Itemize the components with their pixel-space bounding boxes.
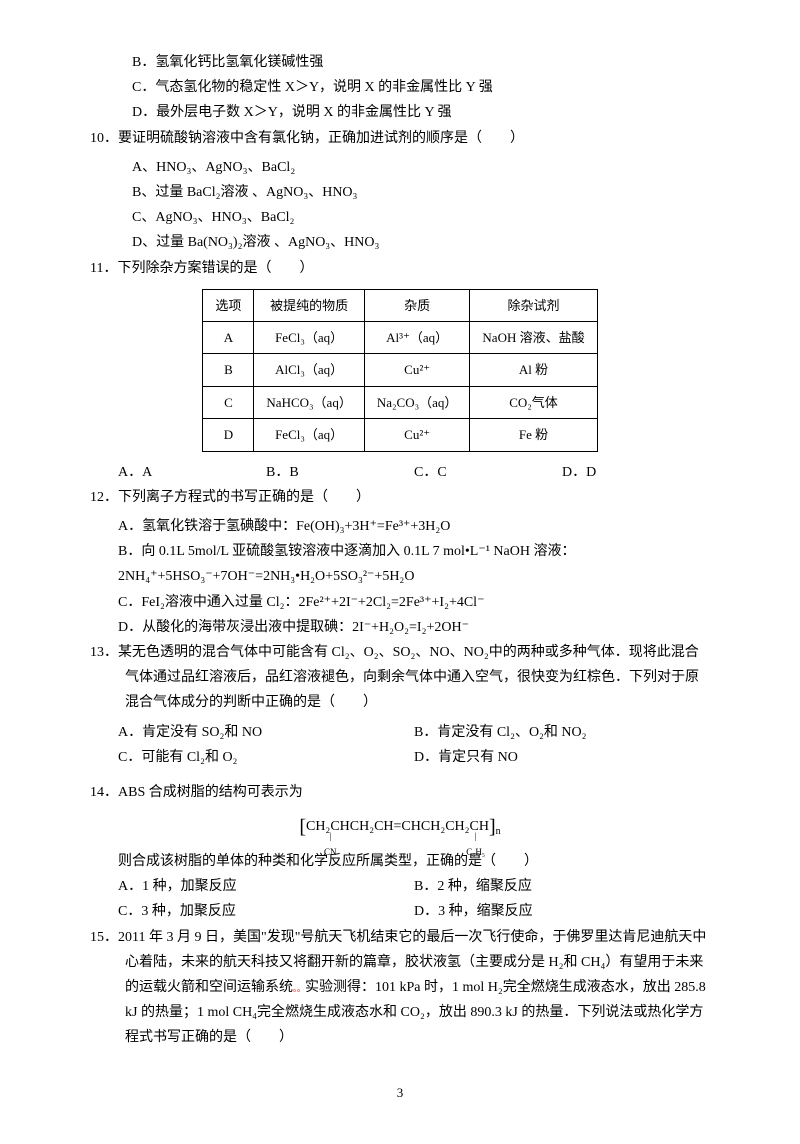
table-cell: Fe 粉 (470, 419, 597, 451)
q11-stem: 11．下列除杂方案错误的是（ ） (90, 256, 710, 281)
q9-option-b: B．氢氧化钙比氢氧化镁碱性强 (90, 50, 710, 75)
table-cell: NaHCO₃（aq） (254, 386, 364, 418)
q13-option-b: B．肯定没有 Cl₂、O₂和 NO₂ (414, 720, 710, 745)
q15-stem: 15．2011 年 3 月 9 日，美国"发现"号航天飞机结束它的最后一次飞行使… (90, 925, 710, 1051)
q12-option-c: C．FeI₂溶液中通入过量 Cl₂：2Fe²⁺+2I⁻+2Cl₂=2Fe³⁺+I… (90, 590, 710, 615)
table-cell: CO₂气体 (470, 386, 597, 418)
table-cell: Al 粉 (470, 354, 597, 386)
q11-th-1: 被提纯的物质 (254, 289, 364, 321)
q14-stem: 14．ABS 合成树脂的结构可表示为 (90, 780, 710, 805)
q11-options: A．A B．B C．C D．D (90, 460, 710, 485)
q14-option-b: B．2 种，缩聚反应 (414, 874, 710, 899)
q14-after: 则合成该树脂的单体的种类和化学反应所属类型，正确的是（ ） (90, 849, 710, 874)
q13-option-a: A．肯定没有 SO₂和 NO (118, 720, 414, 745)
page-number: 3 (90, 1081, 710, 1104)
q11-option-b: B．B (266, 460, 414, 485)
q11-th-3: 除杂试剂 (470, 289, 597, 321)
q9-option-c: C．气态氢化物的稳定性 X＞Y，说明 X 的非金属性比 Y 强 (90, 75, 710, 100)
q14-options-row2: C．3 种，加聚反应 D．3 种，缩聚反应 (90, 899, 710, 924)
q13-option-c: C．可能有 Cl₂和 O₂ (118, 745, 414, 770)
table-cell: Al³⁺（aq） (364, 322, 470, 354)
q14-option-c: C．3 种，加聚反应 (118, 899, 414, 924)
q11-option-d: D．D (562, 460, 710, 485)
q11-th-0: 选项 (203, 289, 254, 321)
q11-table: 选项 被提纯的物质 杂质 除杂试剂 A FeCl₃（aq） Al³⁺（aq） N… (202, 289, 597, 452)
table-cell: FeCl₃（aq） (254, 322, 364, 354)
table-cell: Na₂CO₃（aq） (364, 386, 470, 418)
table-cell: C (203, 386, 254, 418)
q10-option-b: B、过量 BaCl₂溶液 、AgNO₃、HNO₃ (90, 180, 710, 205)
q10-option-d: D、过量 Ba(NO₃)₂溶液 、AgNO₃、HNO₃ (90, 230, 710, 255)
q12-option-b-line1: B．向 0.1L 5mol/L 亚硫酸氢铵溶液中逐滴加入 0.1L 7 mol•… (90, 539, 710, 564)
q13-options-row1: A．肯定没有 SO₂和 NO B．肯定没有 Cl₂、O₂和 NO₂ (90, 720, 710, 745)
q11-th-2: 杂质 (364, 289, 470, 321)
q13-options-row2: C．可能有 Cl₂和 O₂ D．肯定只有 NO (90, 745, 710, 770)
q14-option-d: D．3 种，缩聚反应 (414, 899, 710, 924)
q11-option-c: C．C (414, 460, 562, 485)
table-cell: D (203, 419, 254, 451)
table-cell: B (203, 354, 254, 386)
q10-option-a: A、HNO₃、AgNO₃、BaCl₂ (90, 155, 710, 180)
q14-formula: [ CH₂CHCH₂CH=CHCH₂CH₂CH |CN |C₆H₅ ]n (90, 809, 710, 845)
table-cell: Cu²⁺ (364, 419, 470, 451)
q12-option-a: A．氢氧化铁溶于氢碘酸中：Fe(OH)₃+3H⁺=Fe³⁺+3H₂O (90, 514, 710, 539)
table-cell: A (203, 322, 254, 354)
q12-stem: 12．下列离子方程式的书写正确的是（ ） (90, 485, 710, 510)
q13-stem: 13．某无色透明的混合气体中可能含有 Cl₂、O₂、SO₂、NO、NO₂中的两种… (90, 640, 710, 716)
q14-options-row1: A．1 种，加聚反应 B．2 种，缩聚反应 (90, 874, 710, 899)
q10-option-c: C、AgNO₃、HNO₃、BaCl₂ (90, 205, 710, 230)
q10-stem: 10．要证明硫酸钠溶液中含有氯化钠，正确加进试剂的顺序是（ ） (90, 126, 710, 151)
table-cell: Cu²⁺ (364, 354, 470, 386)
table-cell: AlCl₃（aq） (254, 354, 364, 386)
table-cell: FeCl₃（aq） (254, 419, 364, 451)
table-cell: NaOH 溶液、盐酸 (470, 322, 597, 354)
q11-option-a: A．A (118, 460, 266, 485)
q13-option-d: D．肯定只有 NO (414, 745, 710, 770)
q12-option-d: D．从酸化的海带灰浸出液中提取碘：2I⁻+H₂O₂=I₂+2OH⁻ (90, 615, 710, 640)
q14-option-a: A．1 种，加聚反应 (118, 874, 414, 899)
q9-option-d: D．最外层电子数 X＞Y，说明 X 的非金属性比 Y 强 (90, 100, 710, 125)
q12-option-b-line2: 2NH₄⁺+5HSO₃⁻+7OH⁻=2NH₃•H₂O+5SO₃²⁻+5H₂O (90, 564, 710, 589)
